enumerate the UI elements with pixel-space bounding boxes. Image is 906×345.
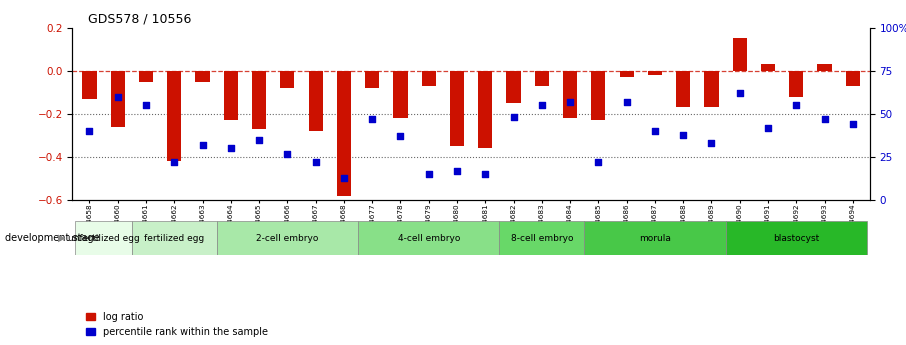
Bar: [280, 71, 294, 88]
Point: [337, 175, 352, 180]
Point: [196, 142, 210, 148]
Text: fertilized egg: fertilized egg: [144, 234, 205, 243]
Point: [111, 94, 125, 99]
Point: [224, 146, 238, 151]
Bar: [704, 71, 718, 107]
Point: [761, 125, 776, 130]
Bar: [506, 71, 521, 103]
Text: morula: morula: [639, 234, 670, 243]
Text: unfertilized egg: unfertilized egg: [68, 234, 140, 243]
Bar: [817, 64, 832, 71]
Point: [563, 99, 577, 105]
Bar: [535, 71, 549, 86]
Point: [591, 159, 605, 165]
Point: [732, 90, 747, 96]
Point: [478, 171, 493, 177]
Point: [535, 102, 549, 108]
Bar: [393, 71, 408, 118]
Bar: [563, 71, 577, 118]
Bar: [132, 221, 217, 255]
Text: development stage: development stage: [5, 233, 99, 243]
Point: [506, 115, 521, 120]
Bar: [168, 71, 181, 161]
Bar: [676, 71, 690, 107]
Bar: [733, 38, 747, 71]
Bar: [789, 71, 804, 97]
Text: 2-cell embryo: 2-cell embryo: [256, 234, 319, 243]
Point: [421, 171, 436, 177]
Bar: [421, 71, 436, 86]
Point: [449, 168, 464, 174]
Point: [308, 159, 323, 165]
Text: ▶: ▶: [58, 233, 65, 243]
Bar: [139, 71, 153, 81]
Bar: [309, 71, 323, 131]
Point: [845, 121, 860, 127]
Bar: [252, 71, 266, 129]
Bar: [337, 71, 351, 196]
Text: blastocyst: blastocyst: [773, 234, 819, 243]
Point: [280, 151, 294, 156]
Point: [393, 134, 408, 139]
Point: [620, 99, 634, 105]
Bar: [648, 71, 662, 75]
Bar: [584, 221, 726, 255]
Bar: [365, 71, 380, 88]
Bar: [196, 71, 209, 81]
Legend: log ratio, percentile rank within the sample: log ratio, percentile rank within the sa…: [86, 312, 268, 337]
Point: [789, 102, 804, 108]
Bar: [82, 71, 97, 99]
Point: [676, 132, 690, 137]
Point: [365, 116, 380, 122]
Bar: [111, 71, 125, 127]
Point: [139, 102, 153, 108]
Bar: [478, 71, 492, 148]
Bar: [224, 71, 238, 120]
Point: [817, 116, 832, 122]
Bar: [620, 71, 633, 77]
Point: [648, 128, 662, 134]
Text: 4-cell embryo: 4-cell embryo: [398, 234, 460, 243]
Point: [167, 159, 181, 165]
Bar: [499, 221, 584, 255]
Bar: [726, 221, 867, 255]
Bar: [592, 71, 605, 120]
Bar: [75, 221, 132, 255]
Bar: [845, 71, 860, 86]
Bar: [358, 221, 499, 255]
Bar: [450, 71, 464, 146]
Point: [704, 140, 718, 146]
Point: [252, 137, 266, 142]
Bar: [217, 221, 358, 255]
Point: [82, 128, 97, 134]
Text: GDS578 / 10556: GDS578 / 10556: [89, 12, 192, 25]
Bar: [761, 64, 775, 71]
Text: 8-cell embryo: 8-cell embryo: [511, 234, 573, 243]
